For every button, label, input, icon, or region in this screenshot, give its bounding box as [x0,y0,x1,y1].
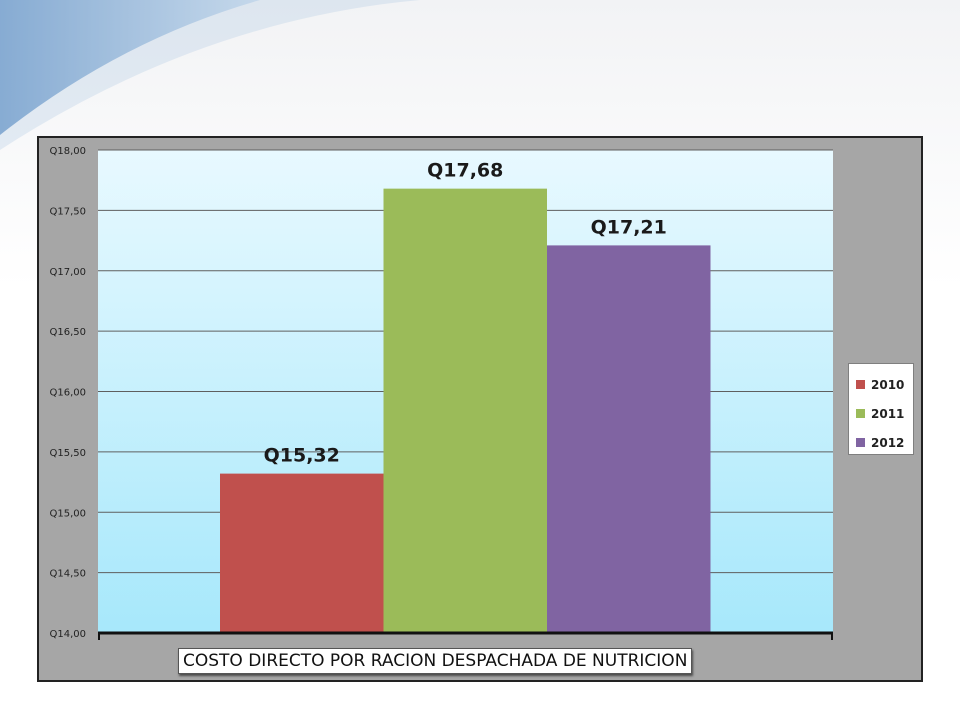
legend: 2010 2011 2012 [848,363,914,455]
legend-label-2010: 2010 [871,377,905,392]
y-tick-label: Q14,00 [50,629,87,640]
legend-entry-2011: 2011 [856,399,913,428]
bar-2012 [547,245,711,633]
legend-entry-2012: 2012 [856,428,913,457]
legend-label-2012: 2012 [871,435,905,450]
legend-entry-2010: 2010 [856,370,913,399]
data-label-2012: Q17,21 [591,216,667,238]
bar-2011 [383,188,547,633]
y-tick-label: Q17,50 [50,206,87,217]
legend-swatch-2010 [856,380,865,389]
bar-2010 [220,473,384,633]
data-label-2011: Q17,68 [427,160,503,182]
legend-swatch-2012 [856,438,865,447]
y-tick-label: Q15,50 [50,448,87,459]
y-tick-label: Q15,00 [50,508,87,519]
data-label-2010: Q15,32 [264,445,340,467]
bar-chart: Q14,00 Q14,50 Q15,00 Q15,50 Q16,00 Q16,50 Q17,… [50,146,833,640]
y-tick-label: Q18,00 [50,146,87,157]
y-tick-label: Q17,00 [50,267,87,278]
slide-background-decoration [0,0,420,150]
y-tick-label: Q16,00 [50,388,87,399]
legend-swatch-2011 [856,409,865,418]
x-category-label: COSTO DIRECTO POR RACION DESPACHADA DE N… [178,648,693,674]
y-tick-label: Q14,50 [50,569,87,580]
legend-label-2011: 2011 [871,406,905,421]
y-tick-label: Q16,50 [50,327,87,338]
